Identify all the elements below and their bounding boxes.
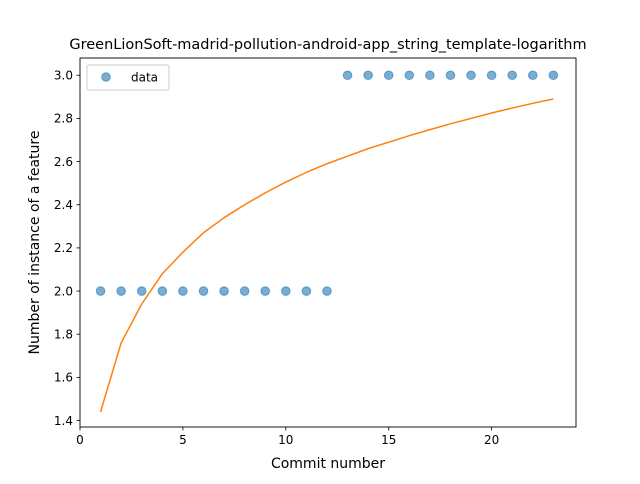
data-point xyxy=(178,286,188,296)
data-point xyxy=(342,70,353,81)
data-point xyxy=(466,70,476,81)
data-point xyxy=(507,70,518,81)
data-point xyxy=(322,286,332,296)
data-point xyxy=(445,70,456,81)
x-tick-label: 0 xyxy=(76,433,84,447)
legend-marker-data xyxy=(101,72,111,82)
x-tick-label: 15 xyxy=(381,433,396,447)
legend-label-data: data xyxy=(131,71,158,85)
data-point xyxy=(425,70,435,81)
legend: data xyxy=(86,64,170,91)
data-point xyxy=(219,286,229,296)
legend-box xyxy=(86,64,170,91)
x-axis: 0 5 10 15 20 xyxy=(76,427,499,447)
data-point xyxy=(116,286,126,296)
y-tick-label: 2.8 xyxy=(54,112,73,126)
x-tick-label: 5 xyxy=(179,433,187,447)
data-point xyxy=(301,286,312,296)
plot-area xyxy=(95,70,559,413)
data-point xyxy=(281,286,291,296)
data-point xyxy=(486,70,497,81)
data-point xyxy=(95,286,106,296)
x-tick-label: 10 xyxy=(278,433,293,447)
y-axis-label: Number of instance of a feature xyxy=(27,131,43,355)
y-tick-label: 2.2 xyxy=(54,241,73,255)
data-point xyxy=(157,286,168,296)
chart-title: GreenLionSoft-madrid-pollution-android-a… xyxy=(69,37,586,53)
data-point xyxy=(548,70,559,81)
data-point xyxy=(198,286,209,296)
data-point xyxy=(363,70,373,81)
y-tick-label: 1.8 xyxy=(54,328,73,342)
data-point xyxy=(527,70,538,81)
y-axis: 1.4 1.6 1.8 2.0 2.2 2.4 2.6 2.8 3.0 xyxy=(54,69,80,428)
x-axis-label: Commit number xyxy=(271,456,385,472)
axes-frame xyxy=(79,57,577,428)
y-tick-label: 2.4 xyxy=(54,198,73,212)
data-point xyxy=(383,70,394,81)
data-point xyxy=(136,286,147,296)
x-tick-label: 20 xyxy=(484,433,499,447)
data-point xyxy=(404,70,415,81)
y-tick-label: 2.0 xyxy=(54,284,73,298)
y-tick-label: 1.6 xyxy=(54,371,73,385)
data-point xyxy=(239,286,250,296)
series-fit-line xyxy=(99,98,554,413)
y-tick-label: 3.0 xyxy=(54,69,73,83)
y-tick-label: 2.6 xyxy=(54,155,73,169)
y-tick-label: 1.4 xyxy=(54,414,73,428)
data-point xyxy=(260,286,271,296)
